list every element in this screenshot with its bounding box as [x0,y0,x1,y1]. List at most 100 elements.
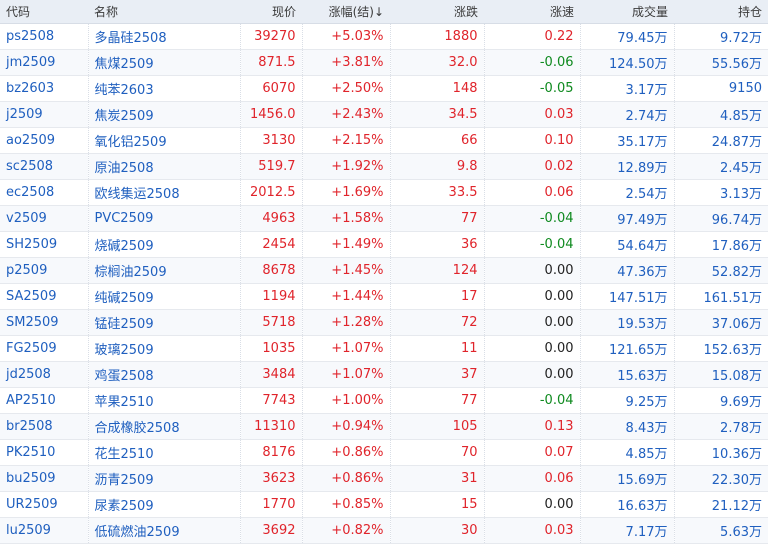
contract-code-cell: ps2508 [0,23,89,50]
table-row[interactable]: sc2508 原油2508 519.7 +1.92% 9.8 0.02 12.89万 2.45… [0,153,768,180]
table-row[interactable]: lu2509 低硫燃油2509 3692 +0.82% 30 0.03 7.17万 5.63万 [0,517,768,544]
change-cell: 77 [390,387,485,414]
pct-change-cell: +0.94% [302,413,391,440]
contract-name-cell: 欧线集运2508 [88,179,241,206]
change-cell: 36 [390,231,485,258]
change-cell: 32.0 [390,49,485,76]
open-interest-cell: 37.06万 [674,309,768,336]
volume-cell: 4.85万 [580,439,675,466]
header-name[interactable]: 名称 [88,0,240,24]
contract-name-cell: 原油2508 [88,153,241,180]
change-cell: 9.8 [390,153,485,180]
table-row[interactable]: jm2509 焦煤2509 871.5 +3.81% 32.0 -0.06 124.50万 5… [0,49,768,76]
table-row[interactable]: ec2508 欧线集运2508 2012.5 +1.69% 33.5 0.06 2.54万 3… [0,179,768,206]
contract-name-cell: 沥青2509 [88,465,241,492]
header-price[interactable]: 现价 [240,0,302,24]
open-interest-cell: 52.82万 [674,257,768,284]
open-interest-cell: 9.72万 [674,23,768,50]
pct-change-cell: +0.86% [302,439,391,466]
price-cell: 3484 [240,361,303,388]
contract-code-cell: ec2508 [0,179,89,206]
pct-change-cell: +3.81% [302,49,391,76]
contract-name-cell: 锰硅2509 [88,309,241,336]
contract-code-cell: bz2603 [0,75,89,102]
price-cell: 39270 [240,23,303,50]
pct-change-cell: +1.00% [302,387,391,414]
change-cell: 72 [390,309,485,336]
price-cell: 519.7 [240,153,303,180]
header-volume[interactable]: 成交量 [580,0,674,24]
contract-name-cell: 多晶硅2508 [88,23,241,50]
table-row[interactable]: FG2509 玻璃2509 1035 +1.07% 11 0.00 121.65万 152.6… [0,335,768,362]
table-row[interactable]: AP2510 苹果2510 7743 +1.00% 77 -0.04 9.25万 9.69万 [0,387,768,414]
contract-name-cell: 焦炭2509 [88,101,241,128]
pct-change-cell: +1.28% [302,309,391,336]
price-cell: 6070 [240,75,303,102]
contract-name-cell: 焦煤2509 [88,49,241,76]
table-row[interactable]: j2509 焦炭2509 1456.0 +2.43% 34.5 0.03 2.74万 4.85… [0,101,768,128]
volume-cell: 7.17万 [580,517,675,544]
open-interest-cell: 4.85万 [674,101,768,128]
header-change[interactable]: 涨跌 [390,0,484,24]
volume-cell: 12.89万 [580,153,675,180]
table-row[interactable]: SH2509 烧碱2509 2454 +1.49% 36 -0.04 54.64万 17.86… [0,231,768,258]
open-interest-cell: 9.69万 [674,387,768,414]
header-pct-change[interactable]: 涨幅(结)↓ [302,0,390,24]
open-interest-cell: 2.78万 [674,413,768,440]
contract-code-cell: v2509 [0,205,89,232]
price-cell: 2454 [240,231,303,258]
table-row[interactable]: UR2509 尿素2509 1770 +0.85% 15 0.00 16.63万 21.12万 [0,491,768,518]
price-cell: 11310 [240,413,303,440]
header-code[interactable]: 代码 [0,0,88,24]
contract-code-cell: AP2510 [0,387,89,414]
table-row[interactable]: PK2510 花生2510 8176 +0.86% 70 0.07 4.85万 10.36万 [0,439,768,466]
volume-cell: 16.63万 [580,491,675,518]
table-row[interactable]: bu2509 沥青2509 3623 +0.86% 31 0.06 15.69万 22.30万 [0,465,768,492]
change-cell: 105 [390,413,485,440]
speed-cell: -0.04 [484,205,581,232]
contract-name-cell: 氧化铝2509 [88,127,241,154]
volume-cell: 47.36万 [580,257,675,284]
contract-name-cell: 棕榈油2509 [88,257,241,284]
price-cell: 3692 [240,517,303,544]
contract-name-cell: 烧碱2509 [88,231,241,258]
table-row[interactable]: br2508 合成橡胶2508 11310 +0.94% 105 0.13 8.43万 2.7… [0,413,768,440]
table-row[interactable]: ps2508 多晶硅2508 39270 +5.03% 1880 0.22 79.45万 9.… [0,23,768,50]
table-row[interactable]: p2509 棕榈油2509 8678 +1.45% 124 0.00 47.36万 52.82… [0,257,768,284]
contract-name-cell: PVC2509 [88,205,241,232]
pct-change-cell: +2.43% [302,101,391,128]
table-row[interactable]: ao2509 氧化铝2509 3130 +2.15% 66 0.10 35.17万 24.87… [0,127,768,154]
open-interest-cell: 17.86万 [674,231,768,258]
open-interest-cell: 5.63万 [674,517,768,544]
open-interest-cell: 21.12万 [674,491,768,518]
header-speed[interactable]: 涨速 [484,0,580,24]
change-cell: 66 [390,127,485,154]
header-open-interest[interactable]: 持仓 [674,0,768,24]
contract-name-cell: 纯碱2509 [88,283,241,310]
speed-cell: 0.00 [484,335,581,362]
table-row[interactable]: bz2603 纯苯2603 6070 +2.50% 148 -0.05 3.17万 9150 [0,75,768,102]
pct-change-cell: +1.07% [302,335,391,362]
pct-change-cell: +5.03% [302,23,391,50]
contract-code-cell: jm2509 [0,49,89,76]
speed-cell: -0.04 [484,387,581,414]
table-row[interactable]: jd2508 鸡蛋2508 3484 +1.07% 37 0.00 15.63万 15.08万 [0,361,768,388]
open-interest-cell: 9150 [674,75,768,102]
volume-cell: 9.25万 [580,387,675,414]
pct-change-cell: +1.58% [302,205,391,232]
speed-cell: 0.03 [484,101,581,128]
volume-cell: 121.65万 [580,335,675,362]
change-cell: 34.5 [390,101,485,128]
contract-code-cell: SA2509 [0,283,89,310]
volume-cell: 35.17万 [580,127,675,154]
volume-cell: 2.54万 [580,179,675,206]
table-row[interactable]: SA2509 纯碱2509 1194 +1.44% 17 0.00 147.51万 161.5… [0,283,768,310]
change-cell: 17 [390,283,485,310]
speed-cell: -0.05 [484,75,581,102]
table-row[interactable]: v2509 PVC2509 4963 +1.58% 77 -0.04 97.49万 96.74… [0,205,768,232]
table-row[interactable]: SM2509 锰硅2509 5718 +1.28% 72 0.00 19.53万 37.06万 [0,309,768,336]
contract-code-cell: UR2509 [0,491,89,518]
volume-cell: 147.51万 [580,283,675,310]
price-cell: 871.5 [240,49,303,76]
pct-change-cell: +1.92% [302,153,391,180]
